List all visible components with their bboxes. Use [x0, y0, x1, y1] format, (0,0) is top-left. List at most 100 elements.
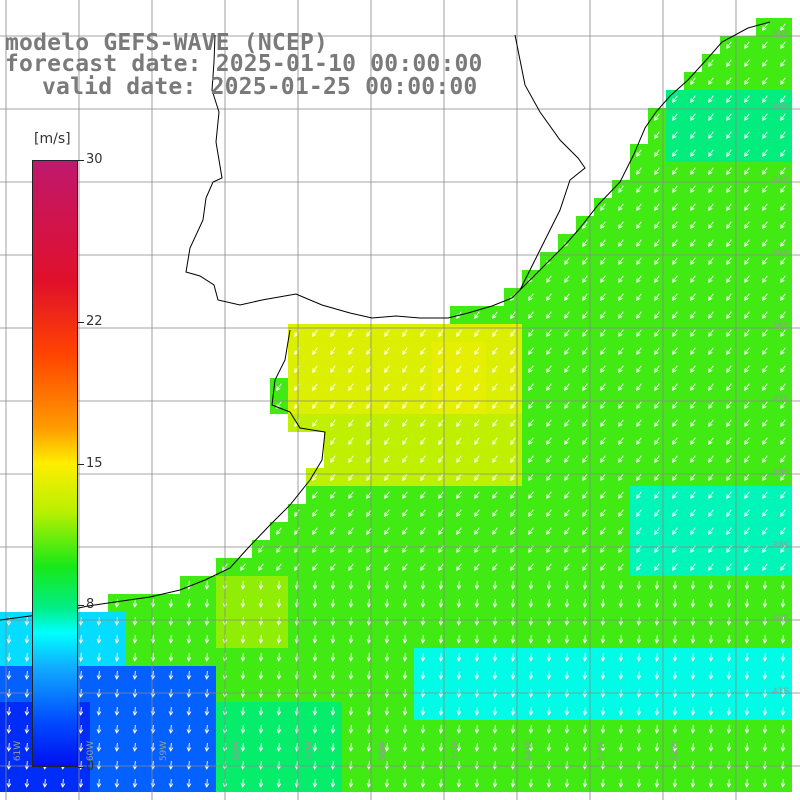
wind-arrow	[636, 563, 642, 572]
wind-arrow	[690, 670, 696, 680]
lon-label: 56W	[378, 740, 389, 762]
wind-arrow	[744, 742, 750, 752]
wind-arrow	[744, 760, 750, 770]
wind-arrow	[708, 347, 714, 356]
wind-arrow	[348, 778, 354, 788]
wind-arrow	[330, 778, 336, 788]
wind-arrow	[492, 563, 498, 572]
wind-arrow	[600, 455, 606, 464]
wind-arrow	[438, 527, 444, 536]
wind-arrow	[690, 437, 696, 446]
wind-arrow	[726, 580, 732, 590]
colorbar-tick-mark	[78, 767, 84, 768]
wind-arrow	[132, 760, 138, 770]
wind-arrow	[762, 77, 768, 86]
wind-arrow	[618, 616, 624, 626]
wind-arrow	[618, 437, 624, 446]
wind-arrow	[636, 760, 642, 770]
wind-arrow	[438, 437, 444, 446]
wind-arrow	[474, 347, 480, 356]
wind-arrow	[366, 760, 372, 770]
wind-arrow	[690, 311, 696, 320]
wind-arrow	[528, 473, 534, 482]
wind-arrow	[636, 706, 642, 716]
wind-arrow	[168, 742, 174, 752]
wind-arrow	[618, 527, 624, 536]
wind-arrow	[564, 347, 570, 356]
wind-arrow	[438, 491, 444, 500]
wind-arrow	[474, 311, 480, 320]
wind-arrow	[564, 563, 570, 572]
wind-arrow	[762, 383, 768, 392]
wind-arrow	[636, 257, 642, 266]
wind-arrow	[654, 149, 660, 158]
wind-arrow	[690, 383, 696, 392]
wind-arrow	[654, 347, 660, 356]
wind-arrow	[510, 634, 516, 644]
wind-arrow	[474, 670, 480, 680]
wind-arrow	[474, 598, 480, 608]
wind-arrow	[510, 563, 516, 572]
wind-arrow	[312, 365, 318, 374]
wind-arrow	[672, 311, 678, 320]
wind-arrow	[474, 778, 480, 788]
wind-arrow	[204, 616, 210, 626]
wind-arrow	[546, 311, 552, 320]
wind-arrow	[420, 509, 426, 518]
wind-arrow	[780, 527, 786, 536]
wind-arrow	[492, 778, 498, 788]
wind-arrow	[528, 401, 534, 410]
wind-arrow	[672, 670, 678, 680]
wind-arrow	[654, 706, 660, 716]
wind-arrow	[744, 580, 750, 590]
lon-label: 54W	[524, 740, 535, 762]
wind-arrow	[762, 95, 768, 104]
wind-arrow	[618, 742, 624, 752]
wind-arrow	[114, 670, 120, 680]
wind-arrow	[636, 401, 642, 410]
wind-arrow	[528, 724, 534, 734]
wind-arrow	[420, 491, 426, 500]
wind-arrow	[564, 634, 570, 644]
wind-arrow	[438, 401, 444, 410]
wind-arrow	[708, 275, 714, 284]
wind-arrow	[528, 383, 534, 392]
wind-arrow	[564, 401, 570, 410]
wind-arrow	[690, 239, 696, 248]
wind-arrow	[366, 616, 372, 626]
wind-arrow	[564, 365, 570, 374]
wind-arrow	[510, 347, 516, 356]
wind-arrow	[708, 706, 714, 716]
wind-arrow	[582, 563, 588, 572]
wind-arrow	[114, 634, 120, 644]
lat-label: 32S	[772, 30, 790, 40]
wind-arrow	[402, 527, 408, 536]
wind-arrow	[420, 580, 426, 590]
wind-arrow	[744, 293, 750, 302]
wind-arrow	[384, 365, 390, 374]
wind-arrow	[420, 401, 426, 410]
wind-arrow	[276, 598, 282, 608]
wind-arrow	[420, 742, 426, 752]
wind-arrow	[582, 509, 588, 518]
wind-arrow	[726, 257, 732, 266]
wind-arrow	[330, 652, 336, 662]
wind-arrow	[258, 670, 264, 680]
colorbar-tick-label: 0	[86, 759, 95, 774]
wind-arrow	[420, 437, 426, 446]
wind-arrow	[672, 185, 678, 194]
wind-arrow	[24, 634, 30, 644]
wind-arrow	[654, 275, 660, 284]
wind-arrow	[708, 365, 714, 374]
wind-arrow	[582, 670, 588, 680]
wind-arrow	[762, 293, 768, 302]
wind-arrow	[672, 563, 678, 572]
wind-arrow	[672, 365, 678, 374]
wind-arrow	[276, 724, 282, 734]
wind-arrow	[204, 724, 210, 734]
wind-arrow	[618, 509, 624, 518]
wind-arrow	[384, 634, 390, 644]
wind-arrow	[654, 257, 660, 266]
wind-arrow	[672, 419, 678, 428]
wind-arrow	[618, 185, 624, 194]
